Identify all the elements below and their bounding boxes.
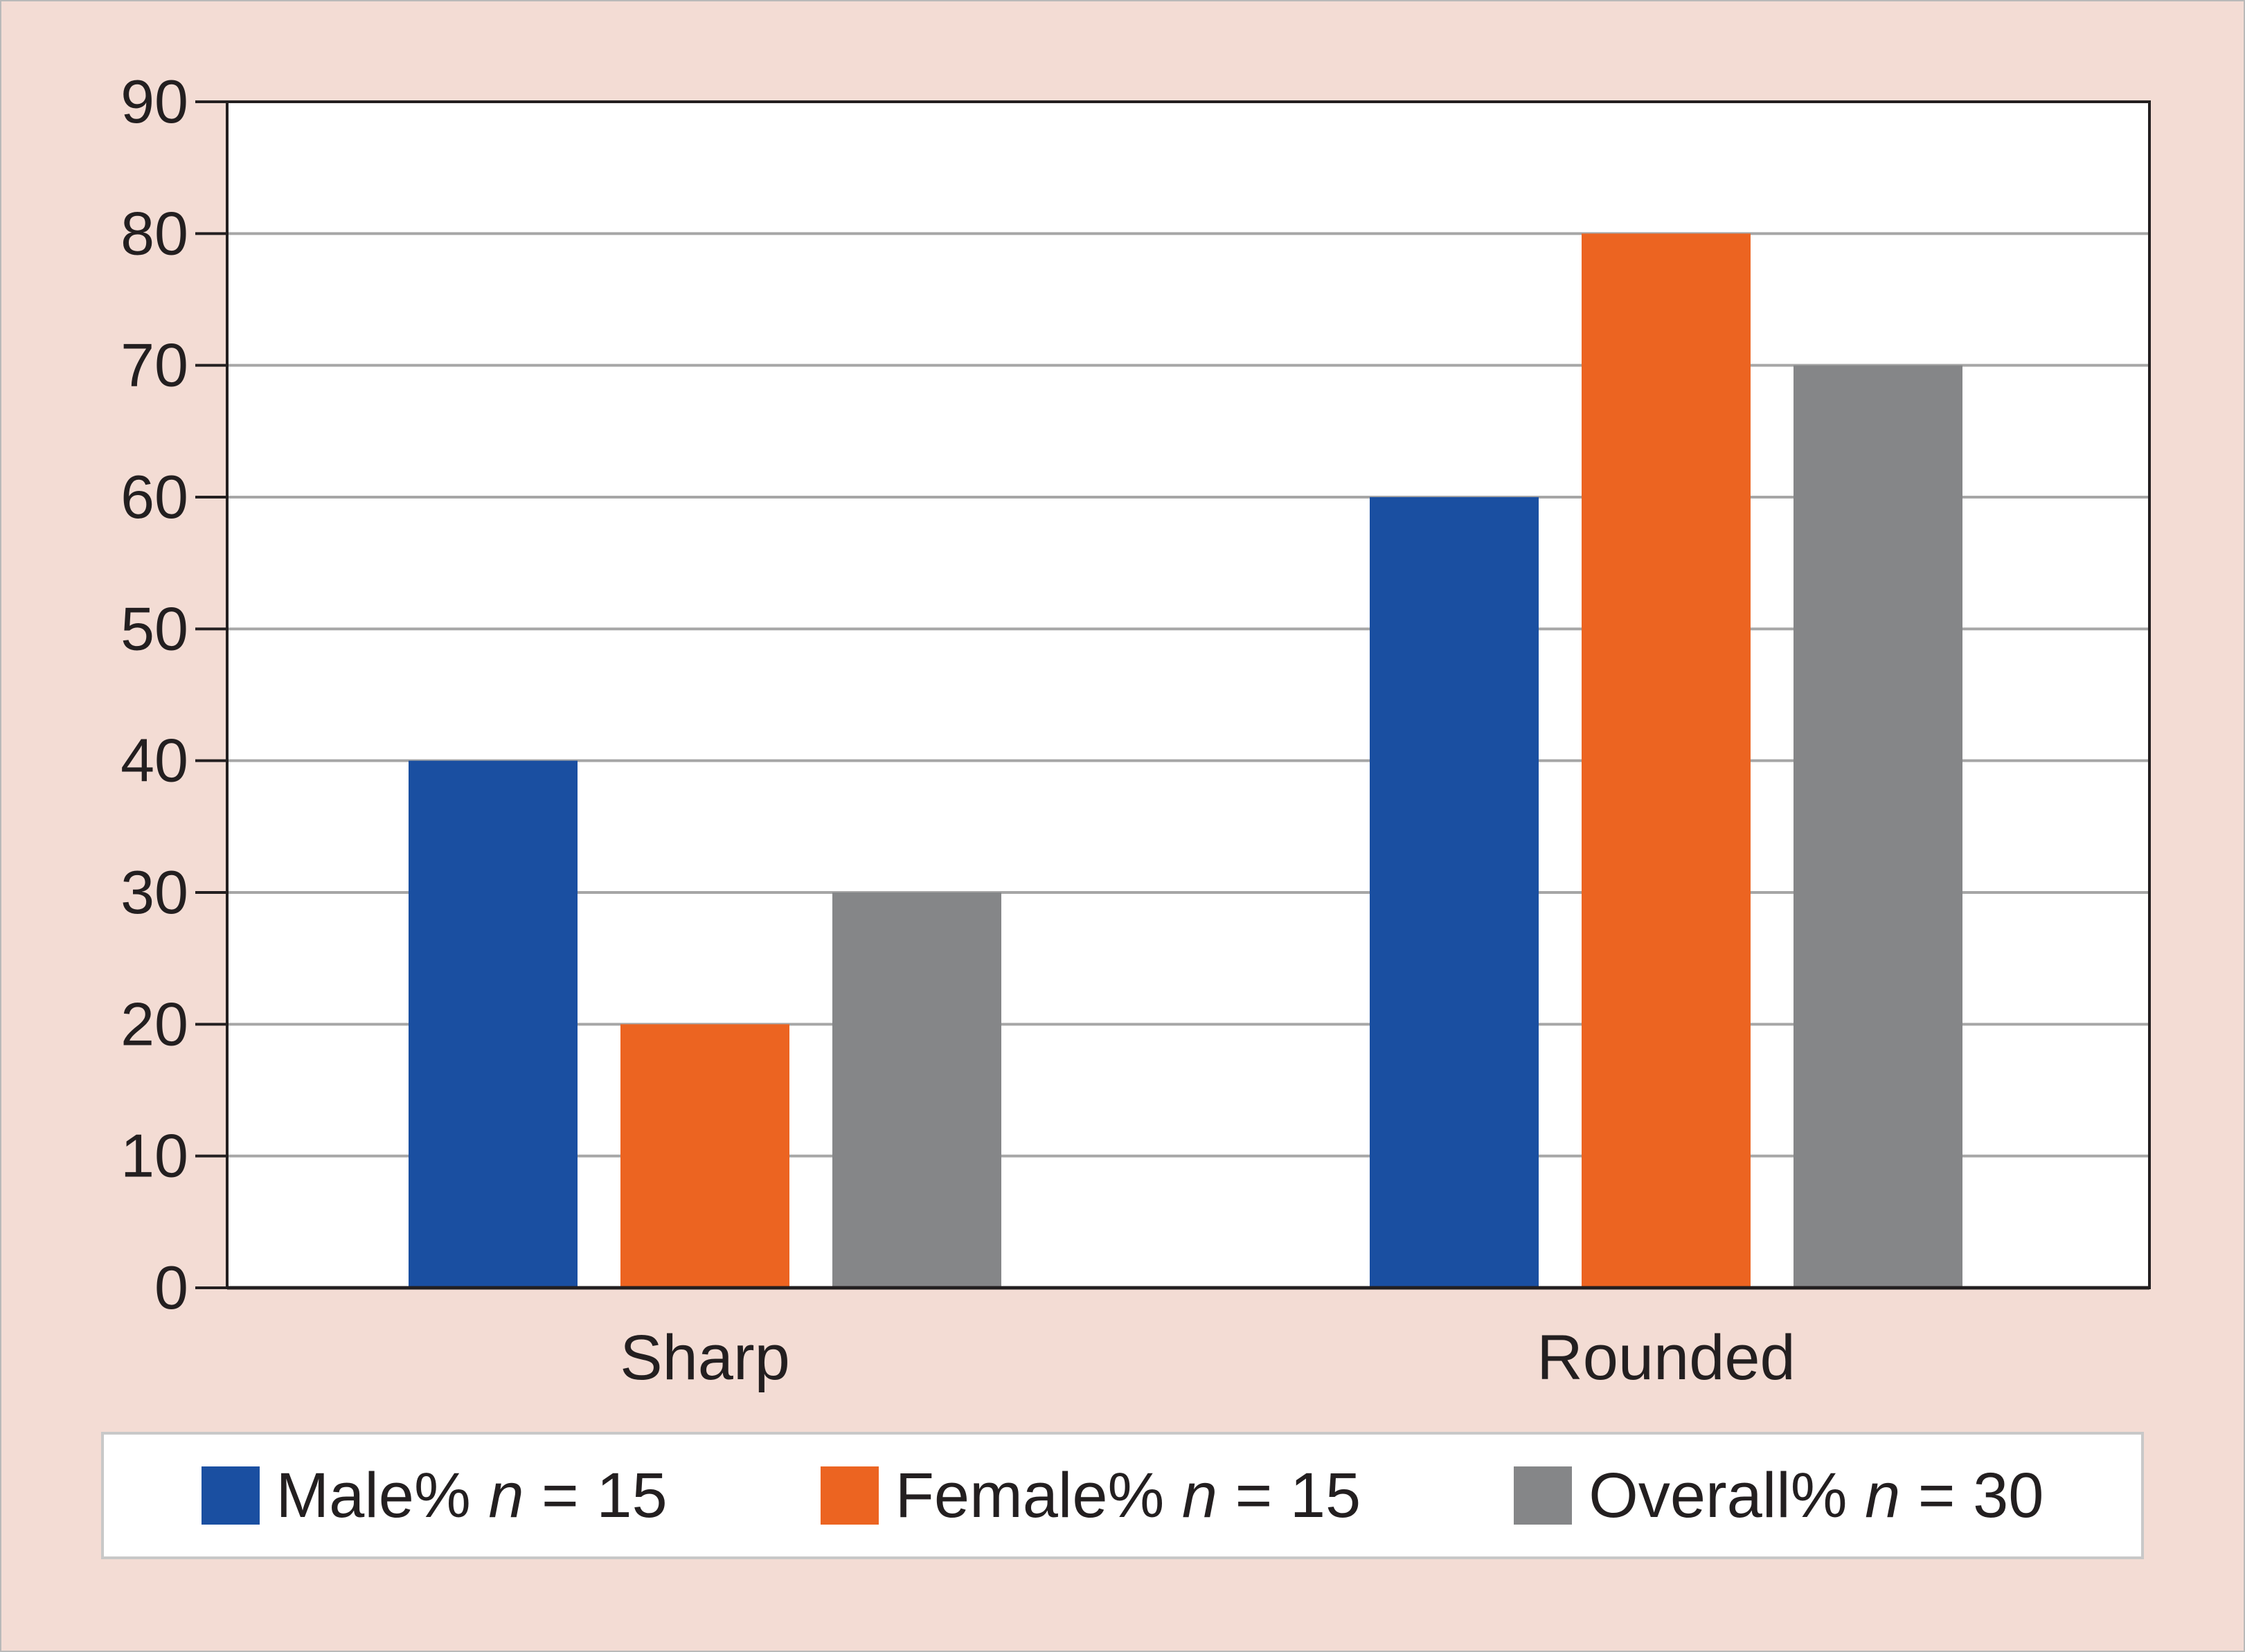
legend-item-overall: Overall% n = 30 bbox=[1514, 1460, 2043, 1532]
bar-overall-rounded bbox=[1794, 365, 1962, 1288]
legend-label-overall: Overall% n = 30 bbox=[1589, 1460, 2044, 1531]
bar-male-sharp bbox=[409, 760, 578, 1288]
y-tick-label-30: 30 bbox=[120, 858, 188, 926]
y-tick-label-20: 20 bbox=[120, 989, 188, 1058]
legend-label-male: Male% n = 15 bbox=[276, 1460, 668, 1531]
y-tick-label-60: 60 bbox=[120, 463, 188, 531]
y-tick-label-0: 0 bbox=[154, 1253, 188, 1322]
y-tick-label-80: 80 bbox=[120, 199, 188, 267]
y-tick-label-90: 90 bbox=[120, 67, 188, 136]
bar-overall-sharp bbox=[832, 892, 1001, 1288]
legend-label-female: Female% n = 15 bbox=[895, 1460, 1361, 1531]
legend-item-female: Female% n = 15 bbox=[820, 1460, 1361, 1532]
legend-swatch-female bbox=[820, 1466, 879, 1525]
x-tick-label-rounded: Rounded bbox=[1537, 1322, 1795, 1393]
bar-female-rounded bbox=[1582, 233, 1751, 1288]
x-tick-label-sharp: Sharp bbox=[620, 1322, 790, 1393]
bar-female-sharp bbox=[620, 1024, 789, 1288]
y-tick-label-40: 40 bbox=[120, 726, 188, 795]
legend-swatch-male bbox=[201, 1466, 260, 1525]
bar-male-rounded bbox=[1370, 497, 1539, 1288]
y-tick-label-10: 10 bbox=[120, 1122, 188, 1190]
y-tick-label-70: 70 bbox=[120, 331, 188, 399]
y-tick-label-50: 50 bbox=[120, 594, 188, 663]
legend-swatch-overall bbox=[1514, 1466, 1573, 1525]
legend-item-male: Male% n = 15 bbox=[201, 1460, 668, 1532]
legend: Male% n = 15 Female% n = 15 Overall% n =… bbox=[101, 1432, 2144, 1559]
